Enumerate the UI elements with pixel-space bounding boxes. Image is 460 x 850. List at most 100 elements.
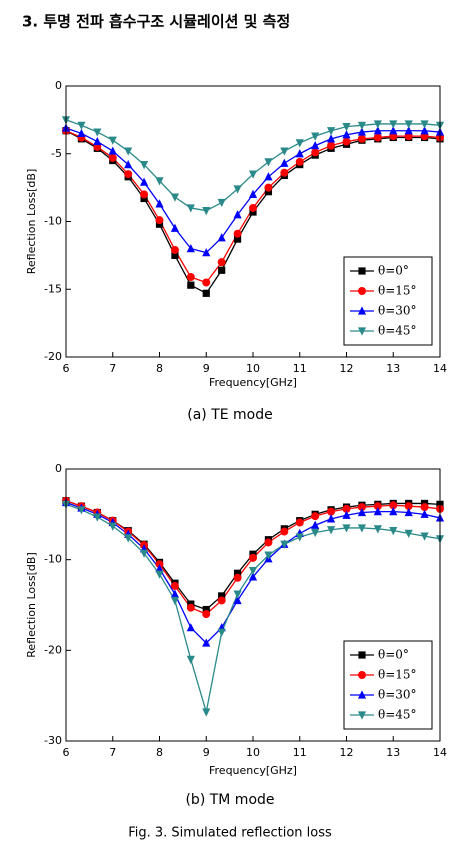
marker bbox=[202, 605, 210, 614]
marker bbox=[202, 207, 211, 216]
marker bbox=[389, 527, 398, 536]
marker bbox=[202, 289, 210, 297]
figure-caption: Fig. 3. Simulated reflection loss bbox=[128, 826, 332, 841]
marker bbox=[311, 512, 320, 521]
chart-caption: (a) TE mode bbox=[187, 407, 273, 423]
x-tick-label: 13 bbox=[386, 362, 400, 375]
marker bbox=[357, 503, 366, 512]
marker bbox=[217, 596, 226, 605]
x-tick-label: 7 bbox=[109, 362, 116, 375]
x-tick-label: 12 bbox=[340, 746, 354, 759]
marker bbox=[373, 525, 382, 534]
marker bbox=[404, 502, 413, 511]
marker bbox=[170, 596, 180, 606]
x-tick-label: 10 bbox=[246, 746, 260, 759]
marker bbox=[186, 655, 195, 664]
marker bbox=[108, 153, 117, 162]
y-tick-label: 0 bbox=[55, 79, 62, 92]
marker bbox=[202, 708, 211, 717]
marker bbox=[202, 248, 211, 257]
marker bbox=[233, 229, 242, 238]
marker bbox=[295, 139, 304, 148]
marker bbox=[187, 281, 195, 289]
x-tick-label: 11 bbox=[293, 362, 307, 375]
marker bbox=[373, 133, 382, 142]
legend-label: θ=15° bbox=[378, 284, 417, 298]
heading: 3. 투명 전파 흡수구조 시뮬레이션 및 측정 bbox=[22, 13, 290, 31]
marker bbox=[77, 506, 86, 515]
marker bbox=[326, 514, 336, 523]
marker bbox=[373, 502, 382, 511]
marker bbox=[108, 146, 117, 155]
marker bbox=[140, 194, 148, 203]
marker bbox=[326, 127, 336, 136]
legend-marker bbox=[358, 287, 366, 295]
marker bbox=[93, 513, 102, 522]
marker bbox=[357, 121, 367, 130]
legend-marker bbox=[357, 711, 367, 720]
legend-marker bbox=[357, 306, 367, 315]
marker bbox=[77, 128, 86, 138]
marker bbox=[404, 529, 413, 538]
marker bbox=[264, 188, 273, 196]
marker bbox=[233, 210, 242, 219]
marker bbox=[218, 266, 226, 274]
marker bbox=[233, 590, 242, 599]
marker bbox=[420, 120, 429, 129]
marker bbox=[233, 595, 242, 605]
marker bbox=[170, 223, 180, 232]
marker bbox=[139, 160, 149, 170]
marker bbox=[155, 216, 164, 225]
marker bbox=[155, 570, 164, 579]
marker bbox=[264, 538, 273, 547]
marker bbox=[233, 569, 242, 577]
legend-marker bbox=[357, 690, 367, 699]
marker bbox=[420, 503, 429, 512]
marker bbox=[155, 564, 164, 573]
y-tick-label: -15 bbox=[44, 282, 62, 295]
legend-marker bbox=[358, 267, 366, 275]
marker bbox=[139, 177, 149, 186]
marker bbox=[389, 501, 398, 510]
x-axis-label: Frequency[GHz] bbox=[209, 764, 297, 777]
y-axis-label: Reflection Loss[dB] bbox=[25, 169, 38, 274]
marker bbox=[357, 134, 366, 143]
marker bbox=[186, 273, 195, 282]
x-tick-label: 6 bbox=[63, 362, 70, 375]
x-tick-label: 9 bbox=[203, 746, 210, 759]
marker bbox=[295, 157, 304, 166]
marker bbox=[233, 235, 242, 243]
y-tick-label: -30 bbox=[44, 734, 62, 747]
x-tick-label: 10 bbox=[246, 362, 260, 375]
marker bbox=[420, 509, 429, 518]
marker bbox=[373, 126, 382, 135]
marker bbox=[217, 258, 226, 267]
x-tick-label: 11 bbox=[293, 746, 307, 759]
x-tick-label: 12 bbox=[340, 362, 354, 375]
marker bbox=[420, 126, 429, 135]
marker bbox=[218, 592, 226, 600]
marker bbox=[342, 130, 351, 139]
marker bbox=[124, 170, 133, 179]
marker bbox=[186, 623, 195, 632]
marker bbox=[264, 551, 273, 560]
marker bbox=[108, 522, 117, 531]
marker bbox=[311, 148, 320, 157]
marker bbox=[342, 510, 351, 519]
marker bbox=[170, 193, 180, 202]
marker bbox=[217, 198, 226, 208]
marker bbox=[389, 126, 398, 135]
y-tick-label: -20 bbox=[44, 350, 62, 363]
marker bbox=[404, 507, 413, 517]
marker bbox=[280, 527, 289, 536]
marker bbox=[373, 507, 382, 516]
y-axis-label: Reflection Loss[dB] bbox=[25, 552, 38, 657]
marker bbox=[217, 233, 226, 242]
legend-marker bbox=[357, 327, 367, 336]
x-tick-label: 6 bbox=[63, 746, 70, 759]
marker bbox=[155, 220, 164, 228]
marker bbox=[170, 589, 180, 598]
marker bbox=[311, 141, 320, 150]
legend-box bbox=[343, 256, 433, 346]
